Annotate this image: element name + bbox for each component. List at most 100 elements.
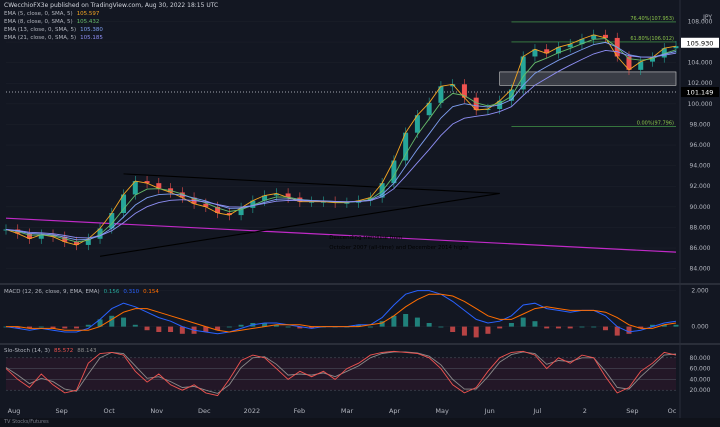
macd-histogram-bar (532, 321, 538, 327)
macd-histogram-bar (579, 326, 585, 328)
support-zone-box (499, 71, 677, 86)
trendline-annotation: October 2007 (all-time) and December 201… (329, 245, 468, 251)
price-candle (426, 102, 432, 116)
price-tick-label: 84.000 (690, 266, 711, 273)
ema-legend-value: 105.597 (76, 11, 100, 17)
macd-histogram-bar (203, 326, 209, 332)
macd-histogram-bar (74, 326, 80, 329)
ema-legend-value: 105.380 (80, 27, 103, 33)
macd-histogram-bar (273, 324, 279, 327)
x-tick-label: Oc (668, 407, 677, 415)
price-candle (344, 202, 350, 204)
price-candle (579, 38, 585, 45)
price-tick-label: 90.000 (690, 204, 711, 211)
macd-histogram-bar (391, 315, 397, 327)
fib-level-label: 0.00%(97.796) (637, 121, 674, 127)
price-candle (508, 89, 514, 101)
ema-21-line (5, 49, 677, 239)
price-candle (215, 206, 221, 214)
macd-histogram-bar (168, 326, 174, 332)
macd-histogram-bar (156, 326, 162, 332)
ema-legend-label: EMA (21, close, 0, SMA, 5) (4, 35, 77, 41)
macd-histogram-bar (262, 323, 268, 327)
price-tick-label: 94.000 (690, 163, 711, 170)
macd-legend-value: 0.310 (123, 289, 140, 295)
macd-legend-value: 0.154 (143, 289, 159, 295)
x-tick-label: Feb (294, 407, 306, 415)
macd-legend[interactable]: MACD (12, 26, close, 9, EMA, EMA) 0.156 0.… (4, 289, 163, 295)
price-candle (109, 213, 115, 229)
macd-histogram-bar (544, 326, 550, 329)
stoch-tick-label: 60.000 (690, 366, 711, 373)
price-candle (3, 229, 9, 231)
macd-tick-label: 0.000 (691, 324, 708, 331)
price-tick-label: 100.000 (688, 101, 713, 108)
macd-histogram-bar (356, 324, 362, 327)
macd-histogram-bar (38, 326, 44, 328)
macd-histogram-bar (179, 326, 185, 334)
ema-legend-label: EMA (8, close, 0, SMA, 5) (4, 19, 73, 25)
price-candle (156, 183, 162, 189)
ema-legend-row[interactable]: EMA (13, close, 0, SMA, 5) 105.380 (4, 27, 107, 33)
price-tick-label: 92.000 (690, 183, 711, 190)
price-tick-label: 96.000 (690, 142, 711, 149)
last-price-badge (681, 37, 719, 48)
price-candle (144, 181, 150, 184)
price-candle (673, 46, 679, 49)
macd-histogram-bar (438, 326, 444, 328)
x-tick-label: 2022 (244, 407, 261, 415)
price-candle (74, 241, 80, 245)
macd-histogram-bar (520, 317, 526, 327)
fib-level-label: 61.80%(106.012) (630, 36, 674, 42)
macd-histogram-bar (461, 326, 467, 336)
price-candle (638, 61, 644, 70)
ema-legend-row[interactable]: EMA (21, close, 0, SMA, 5) 105.185 (4, 35, 107, 41)
ema-legend-label: EMA (13, close, 0, SMA, 5) (4, 27, 77, 33)
price-candle (403, 132, 409, 161)
macd-histogram-bar (379, 321, 385, 327)
macd-histogram-bar (638, 326, 644, 329)
x-tick-label: Mar (341, 407, 354, 415)
macd-histogram-bar (567, 326, 573, 329)
macd-histogram-bar (285, 326, 291, 328)
macd-histogram-bar (109, 315, 115, 327)
macd-histogram-bar (497, 326, 503, 329)
x-tick-label: May (435, 407, 449, 415)
price-tick-label: 108.000 (688, 18, 713, 25)
price-candle (532, 49, 538, 57)
price-candle (285, 193, 291, 198)
price-candle (203, 203, 209, 207)
currency-label: JPY (703, 14, 712, 21)
x-tick-label: Nov (150, 407, 163, 415)
macd-histogram-bar (661, 324, 667, 327)
macd-histogram-bar (485, 326, 491, 334)
pane-separator (0, 283, 720, 285)
macd-histogram-bar (85, 324, 91, 327)
macd-histogram-bar (473, 326, 479, 338)
price-candle (520, 56, 526, 90)
ema-legend-row[interactable]: EMA (5, close, 0, SMA, 5) 105.597 (4, 11, 103, 17)
x-tick-label: 2 (583, 407, 587, 415)
fib-level-label: 76.40%(107.953) (630, 16, 674, 22)
stoch-legend[interactable]: Slo-Stoch (14, 3) 85.572 88.143 (4, 348, 101, 354)
price-candle (391, 160, 397, 184)
ema-8-line (5, 38, 677, 243)
price-candle (121, 194, 127, 214)
price-candle (473, 97, 479, 111)
reference-price-badge (681, 87, 719, 98)
ema-legend-value: 105.185 (80, 35, 103, 41)
x-tick-label: Aug (8, 407, 21, 415)
x-tick-label: Dec (198, 407, 211, 415)
macd-histogram-bar (121, 317, 127, 327)
x-tick-label: Jul (532, 407, 541, 415)
ema-legend-row[interactable]: EMA (8, close, 0, SMA, 5) 105.432 (4, 19, 103, 25)
price-candle (132, 181, 138, 195)
macd-histogram-bar (591, 326, 597, 328)
price-candle (273, 193, 279, 196)
stoch-legend-label: Slo-Stoch (14, 3) (4, 348, 51, 354)
price-candle (238, 207, 244, 216)
price-tick-label: 88.000 (690, 224, 711, 231)
macd-histogram-bar (238, 324, 244, 327)
macd-histogram-bar (297, 326, 303, 329)
